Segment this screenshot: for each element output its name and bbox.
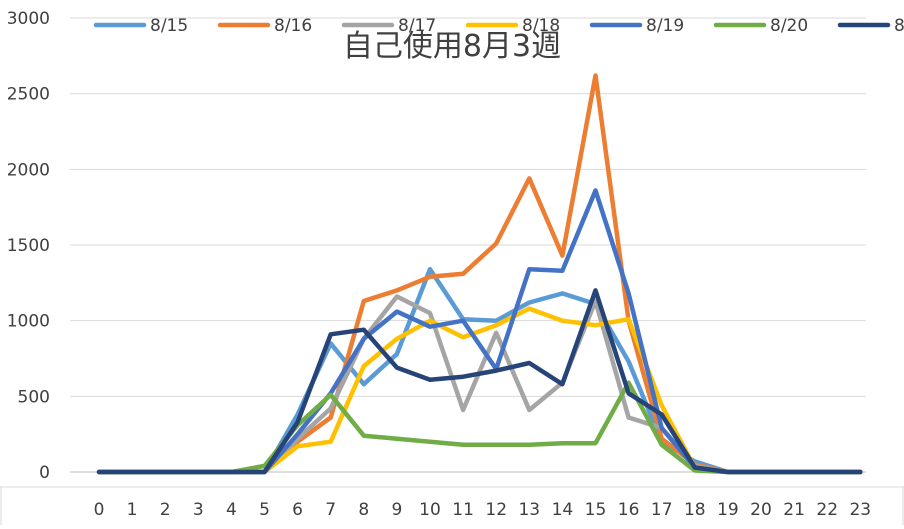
- x-tick-label: 19: [717, 500, 739, 520]
- x-tick-label: 14: [552, 500, 574, 520]
- x-tick-label: 11: [452, 500, 474, 520]
- x-tick-label: 0: [94, 500, 105, 520]
- x-tick-label: 12: [485, 500, 507, 520]
- x-tick-label: 20: [750, 500, 772, 520]
- series-line-8-18: [96, 306, 863, 475]
- x-tick-label: 7: [325, 500, 336, 520]
- x-tick-label: 18: [684, 500, 706, 520]
- legend-label: 8/18: [522, 16, 560, 36]
- y-tick-label: 0: [39, 463, 50, 483]
- y-tick-label: 500: [18, 387, 50, 407]
- series-line-8-16: [96, 73, 863, 475]
- series-lines: [96, 73, 863, 475]
- x-tick-label: 8: [358, 500, 369, 520]
- x-tick-label: 23: [849, 500, 871, 520]
- x-tick-label: 5: [259, 500, 270, 520]
- x-tick-label: 15: [585, 500, 607, 520]
- y-tick-label: 1500: [7, 236, 50, 256]
- x-tick-label: 10: [419, 500, 441, 520]
- x-tick-label: 22: [816, 500, 838, 520]
- x-tick-label: 13: [518, 500, 540, 520]
- legend-label: 8/15: [150, 16, 188, 36]
- chart-title: 自己使用8月3週: [343, 29, 561, 64]
- gridlines: [70, 17, 866, 397]
- x-tick-label: 3: [193, 500, 204, 520]
- x-tick-label: 21: [783, 500, 805, 520]
- legend: 8/15 8/16 8/17 8/18 8/19 8/20 8/21: [93, 16, 904, 36]
- x-tick-label: 2: [160, 500, 171, 520]
- legend-label: 8/19: [646, 16, 684, 36]
- x-tick-label: 6: [292, 500, 303, 520]
- x-tick-label: 17: [651, 500, 673, 520]
- x-tick-label: 16: [618, 500, 640, 520]
- series-line-8-21: [96, 288, 863, 475]
- x-tick-label: 1: [127, 500, 138, 520]
- y-tick-label: 3000: [7, 9, 50, 29]
- x-tick-label: 4: [226, 500, 237, 520]
- y-tick-label: 2500: [7, 85, 50, 105]
- y-tick-label: 1000: [7, 312, 50, 332]
- legend-label: 8/20: [770, 16, 808, 36]
- legend-label: 8/16: [274, 16, 312, 36]
- legend-label: 8/17: [398, 16, 436, 36]
- x-tick-label: 9: [391, 500, 402, 520]
- legend-label: 8/21: [894, 16, 904, 36]
- y-tick-label: 2000: [7, 160, 50, 180]
